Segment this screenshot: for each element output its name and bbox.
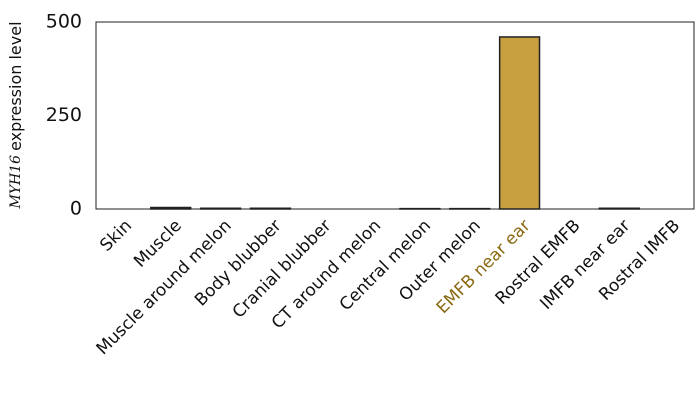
bar [150, 206, 192, 210]
x-tick-label: Skin [96, 216, 136, 256]
bar [598, 207, 640, 210]
y-axis-title-gene: MYH16 [8, 155, 24, 210]
x-tick-label: IMFB near ear [536, 216, 634, 314]
bar [249, 207, 292, 210]
y-tick-label: 500 [46, 11, 82, 33]
y-axis-title: MYH16 expression level [6, 21, 25, 209]
y-tick-label: 250 [46, 104, 82, 126]
bar [498, 36, 541, 210]
x-tick-label: Body blubber [191, 216, 286, 311]
plot-frame [95, 21, 695, 210]
y-tick-label: 0 [70, 198, 82, 220]
y-axis-title-text: expression level [6, 21, 25, 150]
bar [199, 207, 242, 210]
